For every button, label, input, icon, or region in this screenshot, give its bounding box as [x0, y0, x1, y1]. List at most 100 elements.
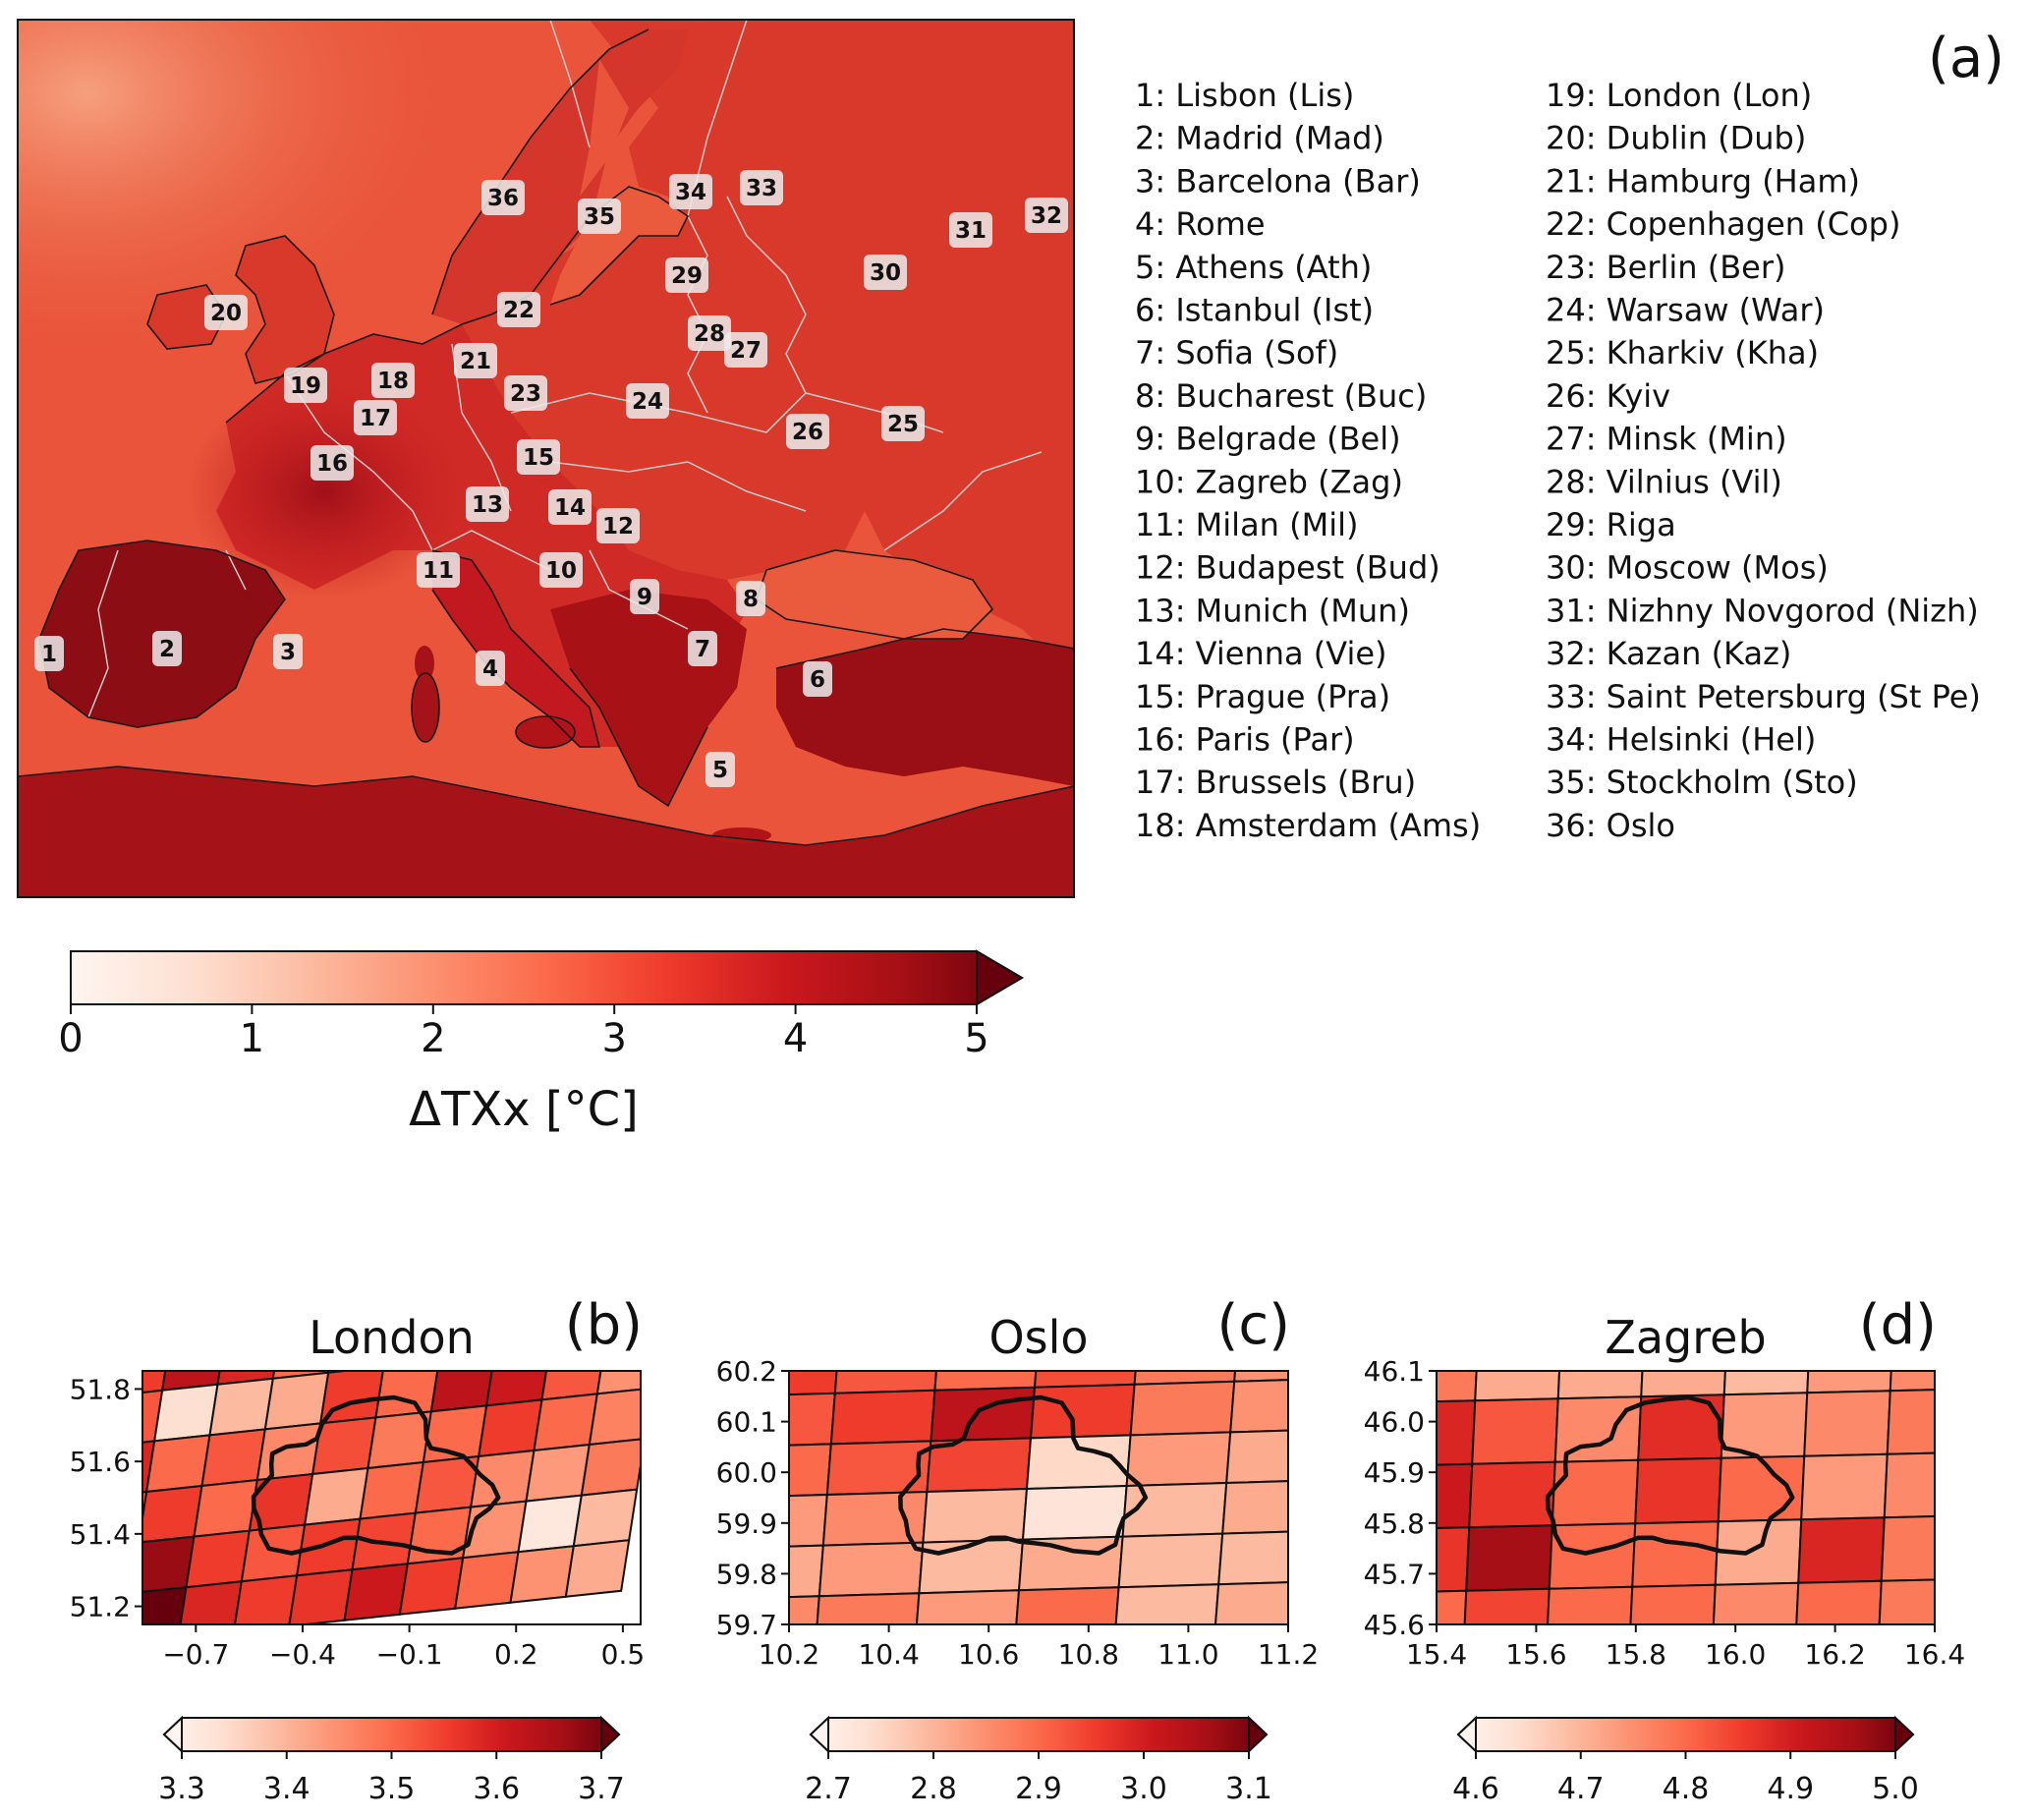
heatmap-cell	[1217, 1530, 1288, 1586]
y-tick-label: 46.1	[1364, 1355, 1425, 1388]
heatmap-cell	[1221, 1480, 1288, 1535]
main-colorbar-tick-label: 3	[601, 1016, 626, 1061]
y-tick-label: 51.4	[70, 1518, 131, 1551]
city-marker-19: 19	[284, 368, 327, 403]
panel-frame	[788, 1370, 1289, 1625]
city-marker-9: 9	[630, 579, 659, 614]
heatmap-cell	[453, 1551, 520, 1610]
heatmap-cell	[359, 1460, 425, 1520]
city-marker-5: 5	[705, 752, 735, 787]
heatmap-cell	[1229, 1379, 1288, 1434]
panel-colorbar-tick-label: 4.6	[1452, 1772, 1499, 1806]
heatmap-cell	[918, 1538, 1025, 1595]
city-marker-label: 19	[290, 373, 321, 399]
city-marker-12: 12	[596, 508, 640, 543]
city-marker-label: 30	[870, 260, 901, 286]
y-tick-label: 59.9	[716, 1507, 777, 1540]
black-sea	[757, 550, 992, 639]
city-marker-label: 8	[743, 587, 759, 612]
y-tick-label: 60.2	[716, 1355, 777, 1388]
x-tick-label: 10.6	[958, 1638, 1019, 1671]
panel-colorbar-tick-label: 2.7	[805, 1772, 852, 1806]
heatmap-cell	[1629, 1583, 1717, 1624]
heatmap-cell	[1471, 1397, 1559, 1465]
city-marker-20: 20	[204, 295, 248, 330]
panel-label: (c)	[1217, 1293, 1290, 1357]
city-legend-item: 20: Dublin (Dub)	[1546, 120, 1806, 157]
heatmap-cell	[374, 1371, 439, 1419]
heatmap-cell	[185, 1529, 252, 1589]
city-marker-label: 7	[695, 637, 710, 662]
city-legend-item: 21: Hamburg (Ham)	[1546, 162, 1860, 199]
city-marker-label: 26	[792, 420, 823, 445]
city-legend-item: 8: Bucharest (Buc)	[1135, 377, 1427, 415]
city-marker-34: 34	[669, 174, 712, 209]
panel-colorbar-tick-label: 2.8	[910, 1772, 957, 1806]
map-frame	[17, 19, 1075, 898]
heatmap-cell	[343, 1563, 410, 1621]
x-tick-label: −0.4	[269, 1638, 336, 1671]
heatmap-cell	[484, 1371, 548, 1407]
city-legend-item: 17: Brussels (Bru)	[1135, 764, 1416, 801]
heatmap-cell	[922, 1487, 1029, 1544]
panel-colorbar-tick-label: 2.9	[1015, 1772, 1062, 1806]
city-marker-30: 30	[864, 255, 907, 290]
panel-colorbar-tick-label: 4.9	[1767, 1772, 1814, 1806]
city-marker-label: 20	[210, 301, 242, 326]
y-tick-label: 60.1	[716, 1406, 777, 1439]
city-marker-2: 2	[152, 631, 182, 666]
city-legend-item: 29: Riga	[1546, 506, 1676, 543]
city-marker-label: 2	[159, 637, 175, 662]
city-legend-item: 15: Prague (Pra)	[1135, 678, 1390, 715]
x-tick-label: 16.0	[1705, 1638, 1766, 1671]
panel-colorbar-tick-label: 4.7	[1557, 1772, 1605, 1806]
heatmap-cell	[509, 1545, 576, 1604]
main-colorbar-tick-label: 5	[964, 1016, 988, 1061]
city-marker-36: 36	[481, 180, 525, 215]
city-legend-item: 7: Sofia (Sof)	[1135, 334, 1338, 371]
panel-colorbar-tick-label: 3.0	[1120, 1772, 1167, 1806]
x-tick-label: 11.2	[1258, 1638, 1319, 1671]
heatmap-cells	[789, 1371, 1288, 1624]
heatmap-cell	[477, 1398, 543, 1458]
city-legend-item: 4: Rome	[1135, 205, 1266, 243]
city-marker-label: 24	[632, 389, 663, 415]
city-legend-item: 26: Kyiv	[1546, 377, 1670, 415]
heatmap-cell	[142, 1586, 188, 1624]
panel-colorbar: 3.33.43.53.63.7ΔTXx [°C]	[158, 1715, 625, 1806]
heatmap-cell	[494, 1298, 557, 1355]
y-tick-label: 51.2	[70, 1591, 131, 1623]
heatmap-cell	[1463, 1587, 1551, 1624]
panel-colorbar-tick-label: 5.0	[1872, 1772, 1919, 1806]
city-marker-6: 6	[803, 661, 832, 697]
panel-colorbar-tick-label: 3.5	[368, 1772, 416, 1806]
city-marker-label: 34	[675, 180, 706, 205]
city-legend-item: 25: Kharkiv (Kha)	[1546, 334, 1819, 371]
city-marker-label: 23	[510, 381, 541, 407]
heatmap-cell	[179, 1580, 244, 1624]
city-marker-1: 1	[34, 636, 64, 671]
y-tick-label: 59.8	[716, 1558, 777, 1590]
heatmap-cell	[533, 1393, 599, 1452]
city-marker-label: 1	[41, 642, 57, 667]
panel-label: (d)	[1859, 1293, 1937, 1357]
city-marker-27: 27	[724, 332, 767, 368]
heatmap-cell	[1886, 1389, 1935, 1455]
heatmap-cell	[1797, 1516, 1886, 1584]
city-marker-label: 32	[1031, 203, 1062, 229]
heatmap-cell	[829, 1389, 936, 1446]
city-legend-item: 14: Vienna (Vie)	[1135, 635, 1387, 672]
heatmap-cell	[789, 1595, 820, 1624]
panel-colorbar-tick-label: 3.3	[158, 1772, 205, 1806]
city-marker-label: 15	[523, 445, 554, 471]
heatmap-cell	[406, 1506, 473, 1565]
heatmap-cell	[1878, 1578, 1935, 1624]
city-marker-label: 14	[554, 495, 586, 521]
city-marker-15: 15	[517, 439, 560, 475]
land-italy	[432, 550, 599, 747]
city-marker-label: 31	[955, 218, 987, 244]
heatmap-cell	[142, 1535, 196, 1593]
heatmap-cell	[1125, 1431, 1232, 1488]
